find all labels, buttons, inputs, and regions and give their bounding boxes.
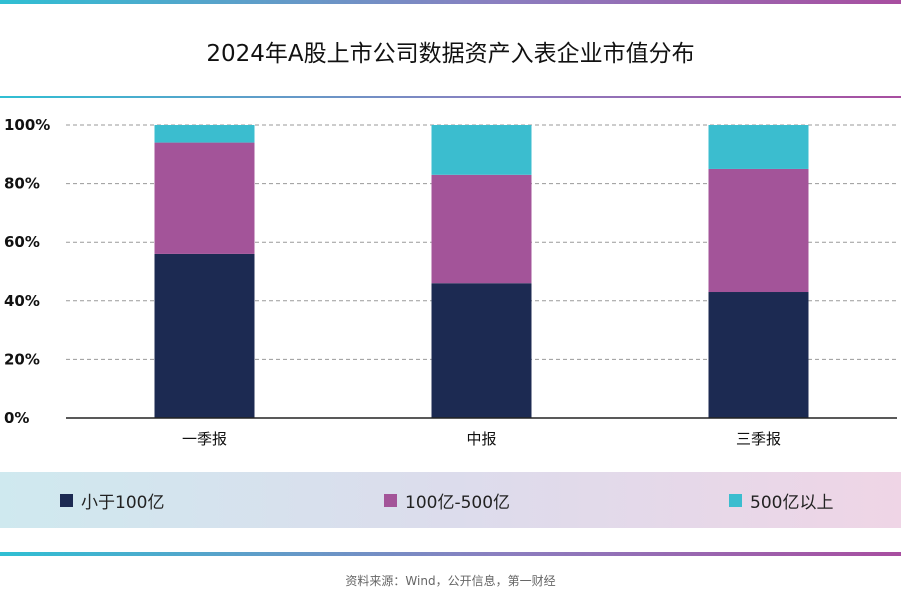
bar-segment bbox=[708, 125, 809, 169]
y-tick-label: 40% bbox=[4, 292, 40, 310]
legend-label: 100亿-500亿 bbox=[405, 492, 511, 513]
title-divider bbox=[0, 96, 901, 98]
bar-segment bbox=[154, 142, 255, 254]
bar-segment bbox=[431, 174, 532, 284]
legend-swatch bbox=[729, 493, 742, 507]
legend-label: 小于100亿 bbox=[81, 492, 165, 513]
y-tick-label: 60% bbox=[4, 233, 40, 251]
legend-item: 500亿以上 bbox=[729, 472, 833, 528]
bar-segment bbox=[431, 283, 532, 418]
top-accent-bar bbox=[0, 0, 901, 4]
legend-item: 100亿-500亿 bbox=[384, 472, 510, 528]
legend-item: 小于100亿 bbox=[60, 472, 164, 528]
legend-swatch bbox=[60, 493, 73, 507]
y-tick-label: 100% bbox=[4, 116, 50, 134]
x-category-label: 一季报 bbox=[182, 430, 227, 448]
legend-swatch bbox=[384, 493, 397, 507]
bar-segment bbox=[708, 168, 809, 293]
y-tick-label: 0% bbox=[4, 409, 29, 427]
source-note: 资料来源：Wind，公开信息，第一财经 bbox=[345, 574, 556, 588]
y-tick-label: 80% bbox=[4, 175, 40, 193]
bar-segment bbox=[154, 253, 255, 418]
y-tick-label: 20% bbox=[4, 350, 40, 368]
bottom-accent-bar bbox=[0, 552, 901, 556]
legend-label: 500亿以上 bbox=[750, 492, 834, 513]
bar-segment bbox=[431, 125, 532, 175]
x-category-label: 三季报 bbox=[736, 430, 781, 448]
chart-title: 2024年A股上市公司数据资产入表企业市值分布 bbox=[206, 41, 695, 67]
chart-area: 0% 20% 40% 60% 80% 100% 一季报 中报 三季报 bbox=[4, 116, 897, 448]
legend: 小于100亿 100亿-500亿 500亿以上 bbox=[0, 472, 901, 528]
bar-segment bbox=[708, 292, 809, 418]
bar-segment bbox=[154, 125, 255, 143]
x-category-label: 中报 bbox=[466, 430, 496, 448]
